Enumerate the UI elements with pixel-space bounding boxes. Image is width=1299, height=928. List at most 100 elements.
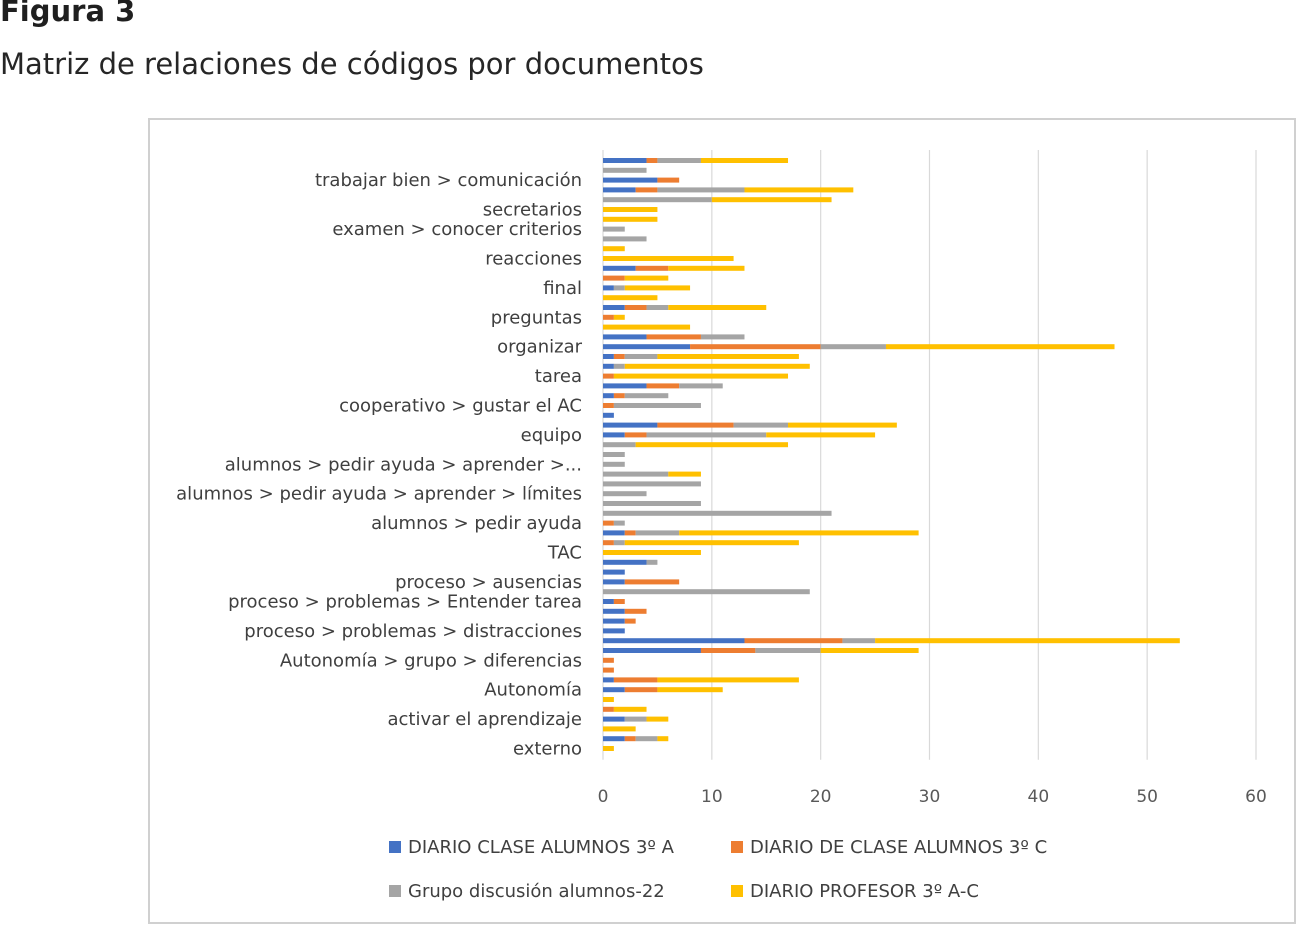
bar-segment <box>657 187 745 193</box>
bar-segment <box>668 265 745 271</box>
bar-segment <box>603 559 647 565</box>
x-tick-label: 30 <box>919 787 941 807</box>
bar-segment <box>603 716 625 722</box>
x-tick-label: 0 <box>598 787 609 807</box>
legend-swatch <box>389 841 401 853</box>
bar-segment <box>613 354 625 359</box>
bar-segment <box>603 275 625 281</box>
legend-swatch <box>389 885 401 897</box>
bar-segment <box>603 618 625 624</box>
category-labels: trabajar bien > comunicación secretarios e… <box>176 170 582 759</box>
bar-segment <box>603 324 691 330</box>
bar-segment <box>613 403 701 408</box>
category-label: trabajar bien > comunicación <box>315 170 582 191</box>
bar-segment <box>613 540 625 546</box>
bar-segment <box>646 334 701 340</box>
category-label: alumnos > pedir ayuda > aprender >... <box>225 454 582 475</box>
bar-segment <box>690 344 821 350</box>
bar-segment <box>635 265 669 271</box>
bar-segment <box>624 608 647 614</box>
category-label: TAC <box>547 543 582 564</box>
legend: DIARIO CLASE ALUMNOS 3º A DIARIO DE CLASE… <box>389 837 1047 902</box>
bar-segment <box>613 599 625 604</box>
bar-segment <box>668 471 701 477</box>
bar-segment <box>657 677 799 683</box>
x-tick-label: 50 <box>1136 787 1158 807</box>
bar-segment <box>603 530 625 536</box>
bar-segment <box>603 540 614 546</box>
bar-segment <box>603 403 614 408</box>
bar-segment <box>603 746 614 751</box>
bar-segment <box>885 344 1115 350</box>
bar-segment <box>603 226 625 232</box>
bar-segment <box>603 442 636 448</box>
category-label: cooperativo > gustar el AC <box>339 396 582 417</box>
bar-segment <box>603 471 669 477</box>
bar-segment <box>603 432 625 438</box>
bar-segment <box>613 373 789 379</box>
bar-segment <box>875 638 1180 644</box>
bar-segment <box>624 275 669 281</box>
bar-segment <box>603 314 614 320</box>
bar-segment <box>657 736 669 742</box>
bar-segment <box>603 265 636 271</box>
category-label: secretarios <box>483 200 582 221</box>
bar-segment <box>603 158 647 163</box>
bar-segment <box>603 726 636 732</box>
category-label: alumnos > pedir ayuda <box>371 513 582 534</box>
bar-segment <box>603 256 734 261</box>
category-label: organizar <box>497 337 582 358</box>
bar-segment <box>603 697 614 702</box>
legend-entry: DIARIO CLASE ALUMNOS 3º A <box>408 837 675 858</box>
bar-segment <box>624 363 810 369</box>
bar-segment <box>624 432 647 438</box>
bar-segment <box>603 491 647 497</box>
bar-segment <box>603 295 658 301</box>
bar-segment <box>711 197 832 203</box>
category-label: alumnos > pedir ayuda > aprender > límit… <box>176 484 582 505</box>
bar-segment <box>603 363 614 369</box>
bar-segment <box>613 393 625 399</box>
x-tick-label: 10 <box>701 787 723 807</box>
bar-segment <box>613 285 625 291</box>
bar-segment <box>603 305 625 310</box>
bar-segment <box>646 305 669 310</box>
bar-segment <box>603 187 636 193</box>
bar-segment <box>624 540 799 546</box>
bar-segment <box>624 716 647 722</box>
bar-segment <box>744 187 854 193</box>
bar-segment <box>624 393 669 399</box>
legend-swatch <box>731 885 743 897</box>
bar-segment <box>755 648 821 653</box>
bar-segment <box>603 393 614 399</box>
bar-segment <box>820 344 886 350</box>
bar-segment <box>646 432 767 438</box>
bar-segment <box>603 569 625 575</box>
bar-segment <box>613 520 625 526</box>
legend-entry: DIARIO PROFESOR 3º A-C <box>750 881 979 902</box>
bar-segment <box>624 736 636 742</box>
bar-segment <box>700 334 745 340</box>
bar-segment <box>788 422 897 428</box>
bar-segment <box>603 520 614 526</box>
bar-segment <box>603 608 625 614</box>
bar-segment <box>668 305 767 310</box>
category-label: activar el aprendizaje <box>387 709 582 730</box>
bar-segment <box>613 314 625 320</box>
category-label: proceso > ausencias <box>395 572 582 593</box>
bar-segment <box>603 422 658 428</box>
bar-segment <box>613 677 658 683</box>
gridlines <box>602 150 1257 760</box>
bar-segment <box>624 687 658 693</box>
bar-segment <box>603 207 658 212</box>
bar-segment <box>603 677 614 683</box>
bar-segment <box>603 285 614 291</box>
bar-segment <box>603 579 625 585</box>
category-label: externo <box>513 739 582 760</box>
bar-segment <box>603 236 647 242</box>
category-label: Autonomía > grupo > diferencias <box>280 650 582 671</box>
bar-segment <box>635 530 680 536</box>
legend-entry: Grupo discusión alumnos-22 <box>408 881 665 902</box>
bar-segment <box>603 412 614 418</box>
bar-segment <box>635 442 789 448</box>
